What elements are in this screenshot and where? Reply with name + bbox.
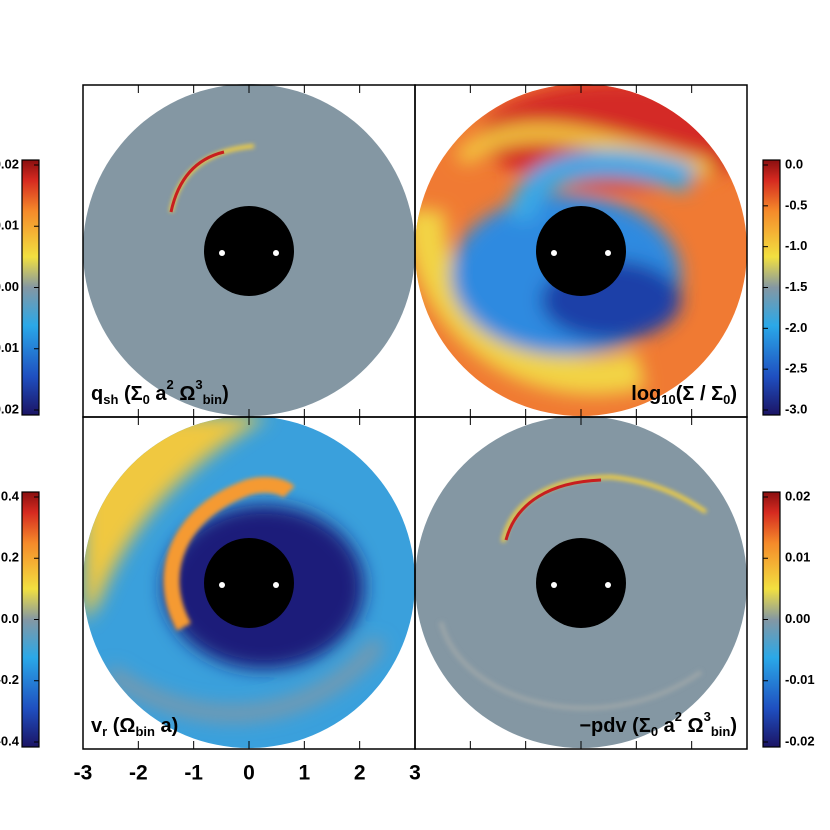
label-part: bin — [203, 392, 223, 407]
colorbar-tick-label: 0.2 — [1, 550, 19, 565]
x-tick-label: 3 — [409, 762, 421, 785]
colorbar-tick-label: -3.0 — [785, 401, 807, 416]
star — [551, 582, 557, 588]
label-part: bin — [711, 724, 731, 739]
cavity — [536, 538, 626, 628]
label-part: 0 — [143, 392, 150, 407]
label-part: 0 — [651, 724, 658, 739]
cavity — [204, 538, 294, 628]
x-tick-label: -1 — [184, 762, 203, 785]
colorbar-tick-label: -0.02 — [0, 401, 19, 416]
star — [219, 582, 225, 588]
label-part: 2 — [167, 377, 174, 392]
colorbar-tick-label: 0.02 — [0, 156, 19, 171]
label-part: a — [150, 383, 168, 405]
colorbar-tick-label: -0.01 — [0, 340, 19, 355]
colorbar-tick-label: -0.2 — [0, 672, 19, 687]
panel-label: qsh​ (Σ0​ a2​ Ω3​bin​) — [91, 377, 229, 407]
colorbar-tick-label: -1.5 — [785, 279, 807, 294]
panel-label: −pdv (Σ0​ a2​ Ω3​bin​) — [579, 709, 737, 739]
colorbar-tick-label: -2.0 — [785, 320, 807, 335]
label-part: ) — [730, 715, 737, 737]
x-tick-label: 2 — [354, 762, 366, 785]
colorbar-tick-label: -0.4 — [0, 733, 20, 748]
label-part: sh — [103, 392, 118, 407]
label-part: −pdv (Σ — [579, 715, 650, 737]
label-part: bin — [135, 724, 155, 739]
star — [273, 250, 279, 256]
label-part: ) — [730, 383, 737, 405]
colorbar-tick-label: 0.00 — [0, 279, 19, 294]
colorbar-tick-label: 0.00 — [785, 611, 810, 626]
star — [605, 250, 611, 256]
colorbar-tick-label: 0.0 — [785, 156, 803, 171]
label-part: 10 — [661, 392, 675, 407]
colorbar-tick-label: -1.0 — [785, 238, 807, 253]
panel-label: log10​(Σ / Σ0​) — [631, 383, 737, 407]
colorbar-tick-label: 0.02 — [785, 488, 810, 503]
colorbar-tick-label: 0.0 — [1, 611, 19, 626]
cavity — [536, 206, 626, 296]
label-part: log — [631, 383, 661, 405]
label-part: 3 — [195, 377, 202, 392]
label-part: a — [658, 715, 676, 737]
label-part: 3 — [704, 709, 711, 724]
colorbar-tick-label: 0.01 — [0, 218, 19, 233]
star — [605, 582, 611, 588]
label-part: q — [91, 383, 103, 405]
x-tick-label: 0 — [243, 762, 255, 785]
star — [551, 250, 557, 256]
label-part: v — [91, 715, 103, 737]
label-part: 0 — [723, 392, 730, 407]
label-part: r — [102, 724, 107, 739]
label-part: (Ω — [107, 715, 135, 737]
colorbar-tick-label: 0.01 — [785, 550, 810, 565]
label-part: a) — [155, 715, 178, 737]
colorbar-tick-label: -0.01 — [785, 672, 815, 687]
panel-label: vr​ (Ωbin​ a) — [91, 715, 178, 739]
x-tick-label: 1 — [298, 762, 310, 785]
label-part: ) — [222, 383, 229, 405]
label-part: Ω — [682, 715, 704, 737]
star — [219, 250, 225, 256]
label-part: (Σ — [118, 383, 142, 405]
x-tick-label: -2 — [129, 762, 148, 785]
label-part: (Σ / Σ — [676, 383, 723, 405]
label-part: 2 — [675, 709, 682, 724]
x-tick-label: -3 — [74, 762, 93, 785]
label-part: Ω — [174, 383, 196, 405]
colorbar-tick-label: 0.4 — [1, 488, 20, 503]
colorbar-tick-label: -0.5 — [785, 197, 807, 212]
colorbar-tick-label: -0.02 — [785, 733, 815, 748]
star — [273, 582, 279, 588]
cavity — [204, 206, 294, 296]
colorbar-tick-label: -2.5 — [785, 361, 807, 376]
